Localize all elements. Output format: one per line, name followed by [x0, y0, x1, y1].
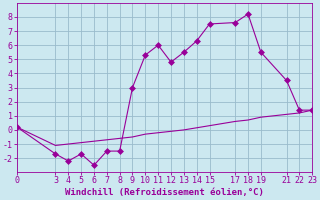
- X-axis label: Windchill (Refroidissement éolien,°C): Windchill (Refroidissement éolien,°C): [65, 188, 264, 197]
